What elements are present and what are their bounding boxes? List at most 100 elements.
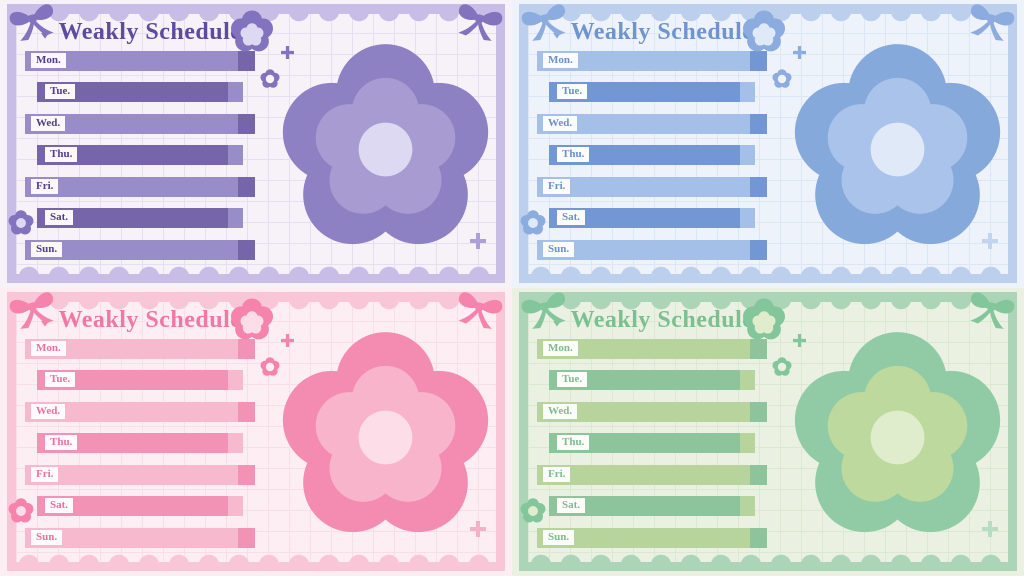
day-label: Wed. bbox=[543, 116, 578, 131]
side-flower-icon bbox=[520, 498, 546, 524]
plus-icon bbox=[793, 46, 806, 59]
day-row: Fri. bbox=[25, 177, 255, 197]
schedule-card-blue: ◆ Weakly Schedule ◆ Mon. Tue. Wed. Thu. … bbox=[512, 0, 1024, 288]
day-row: Wed. bbox=[537, 114, 767, 134]
bar-end-cap bbox=[228, 370, 243, 390]
day-label: Tue. bbox=[45, 372, 76, 387]
scallop-border-bottom bbox=[526, 265, 1010, 274]
side-flower-icon bbox=[520, 210, 546, 236]
day-row: Wed. bbox=[25, 114, 255, 134]
day-row: Fri. bbox=[25, 465, 255, 485]
frame-left bbox=[7, 4, 16, 283]
frame-left bbox=[519, 292, 528, 571]
day-label: Sun. bbox=[31, 242, 63, 257]
day-row: Tue. bbox=[549, 82, 755, 102]
day-label: Sat. bbox=[557, 498, 586, 513]
bar-end-cap bbox=[238, 402, 255, 422]
day-label: Mon. bbox=[543, 53, 578, 68]
day-label: Mon. bbox=[31, 53, 66, 68]
day-label: Wed. bbox=[543, 404, 578, 419]
day-row: Wed. bbox=[25, 402, 255, 422]
plus-icon bbox=[470, 233, 486, 249]
frame-bottom bbox=[7, 274, 505, 283]
bar-end-cap bbox=[238, 528, 255, 548]
plus-icon bbox=[470, 521, 486, 537]
day-row: Sat. bbox=[37, 208, 243, 228]
frame-bottom bbox=[7, 562, 505, 571]
frame-top bbox=[7, 4, 505, 14]
frame-top bbox=[7, 292, 505, 302]
bar-end-cap bbox=[750, 240, 767, 260]
day-label: Sat. bbox=[557, 210, 586, 225]
day-row: Mon. bbox=[25, 339, 255, 359]
day-row: Mon. bbox=[25, 51, 255, 71]
bar-end-cap bbox=[740, 208, 755, 228]
day-row: Fri. bbox=[537, 177, 767, 197]
side-flower-icon bbox=[8, 498, 34, 524]
tiny-flower-icon bbox=[752, 23, 776, 47]
day-row: Sat. bbox=[549, 208, 755, 228]
day-label: Fri. bbox=[31, 179, 59, 194]
bar-end-cap bbox=[238, 51, 255, 71]
bar-end-cap bbox=[238, 177, 255, 197]
bar-end-cap bbox=[750, 339, 767, 359]
big-flower-icon bbox=[790, 42, 1005, 257]
day-label: Sat. bbox=[45, 210, 74, 225]
day-row: Mon. bbox=[537, 51, 767, 71]
big-flower-icon bbox=[278, 330, 493, 545]
day-row: Sat. bbox=[549, 496, 755, 516]
donut-flower-icon bbox=[260, 357, 280, 377]
day-label: Sat. bbox=[45, 498, 74, 513]
plus-icon bbox=[281, 334, 294, 347]
bar-end-cap bbox=[740, 145, 755, 165]
donut-flower-icon bbox=[772, 357, 792, 377]
schedule-card-green: ◆ Weakly Schedule ◆ Mon. Tue. Wed. Thu. … bbox=[512, 288, 1024, 576]
frame-left bbox=[519, 4, 528, 283]
scallop-border-bottom bbox=[14, 553, 498, 562]
bar-end-cap bbox=[750, 177, 767, 197]
frame-bottom bbox=[519, 274, 1017, 283]
schedule-card-purple: ◆ Weakly Schedule ◆ Mon. Tue. Wed. Thu. … bbox=[0, 0, 512, 288]
bar-end-cap bbox=[228, 496, 243, 516]
day-row: Sat. bbox=[37, 496, 243, 516]
card-title: Weakly Schedule bbox=[570, 307, 754, 333]
frame-top bbox=[519, 4, 1017, 14]
frame-right bbox=[496, 292, 505, 571]
big-flower-icon bbox=[278, 42, 493, 257]
day-label: Sun. bbox=[31, 530, 63, 545]
day-label: Tue. bbox=[557, 372, 588, 387]
bar-end-cap bbox=[750, 465, 767, 485]
day-label: Thu. bbox=[45, 147, 78, 162]
bar-end-cap bbox=[238, 240, 255, 260]
card-title: Weakly Schedule bbox=[570, 19, 754, 45]
card-title: Weakly Schedule bbox=[58, 307, 242, 333]
frame-left bbox=[7, 292, 16, 571]
day-label: Tue. bbox=[45, 84, 76, 99]
day-row: Thu. bbox=[37, 145, 243, 165]
frame-right bbox=[1008, 4, 1017, 283]
bar-end-cap bbox=[740, 496, 755, 516]
frame-right bbox=[496, 4, 505, 283]
day-label: Wed. bbox=[31, 116, 66, 131]
bar-end-cap bbox=[228, 82, 243, 102]
day-label: Sun. bbox=[543, 530, 575, 545]
day-label: Sun. bbox=[543, 242, 575, 257]
day-label: Mon. bbox=[31, 341, 66, 356]
tiny-flower-icon bbox=[240, 311, 264, 335]
donut-flower-icon bbox=[772, 69, 792, 89]
plus-icon bbox=[982, 233, 998, 249]
day-row: Fri. bbox=[537, 465, 767, 485]
frame-right bbox=[1008, 292, 1017, 571]
tiny-flower-icon bbox=[240, 23, 264, 47]
day-label: Fri. bbox=[543, 467, 571, 482]
day-label: Tue. bbox=[557, 84, 588, 99]
bar-end-cap bbox=[228, 145, 243, 165]
bar-end-cap bbox=[750, 402, 767, 422]
bar-end-cap bbox=[238, 339, 255, 359]
bar-end-cap bbox=[238, 114, 255, 134]
day-row: Mon. bbox=[537, 339, 767, 359]
day-row: Sun. bbox=[25, 528, 255, 548]
bar-end-cap bbox=[228, 433, 243, 453]
day-row: Tue. bbox=[37, 370, 243, 390]
plus-icon bbox=[281, 46, 294, 59]
